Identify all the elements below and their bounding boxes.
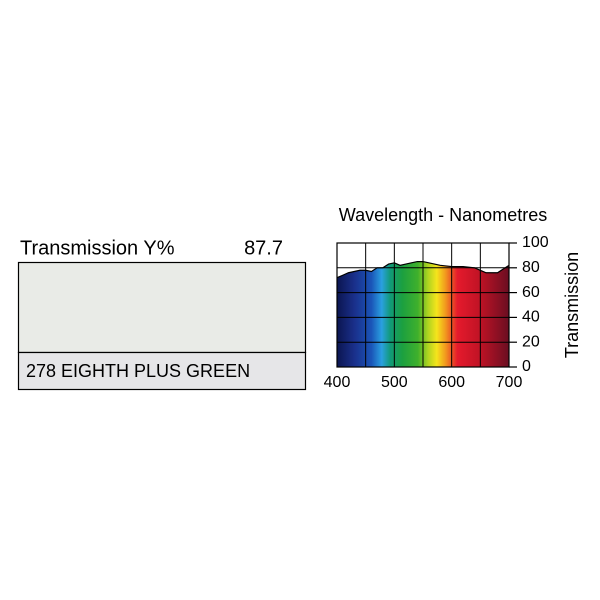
y-tick-label: 0 (522, 358, 531, 375)
y-tick-label: 100 (522, 234, 549, 251)
y-axis-label: Transmission (562, 252, 582, 358)
x-tick-label: 500 (381, 374, 408, 391)
x-tick-label: 700 (496, 374, 523, 391)
transmission-curve (336, 261, 510, 279)
x-tick-label: 600 (438, 374, 465, 391)
name-band (17, 351, 307, 391)
plot-frame (336, 242, 510, 368)
y-tick-label: 60 (522, 284, 540, 301)
swatch (17, 261, 307, 354)
swatch-label: Transmission Y% (20, 237, 175, 259)
y-tick-label: 80 (522, 259, 540, 276)
swatch-value: 87.7 (244, 237, 283, 259)
chart-title: Wavelength - Nanometres (339, 205, 547, 225)
y-tick-label: 40 (522, 309, 540, 326)
filter-name: 278 EIGHTH PLUS GREEN (26, 361, 250, 381)
x-tick-label: 400 (324, 374, 351, 391)
y-tick-label: 20 (522, 333, 540, 350)
